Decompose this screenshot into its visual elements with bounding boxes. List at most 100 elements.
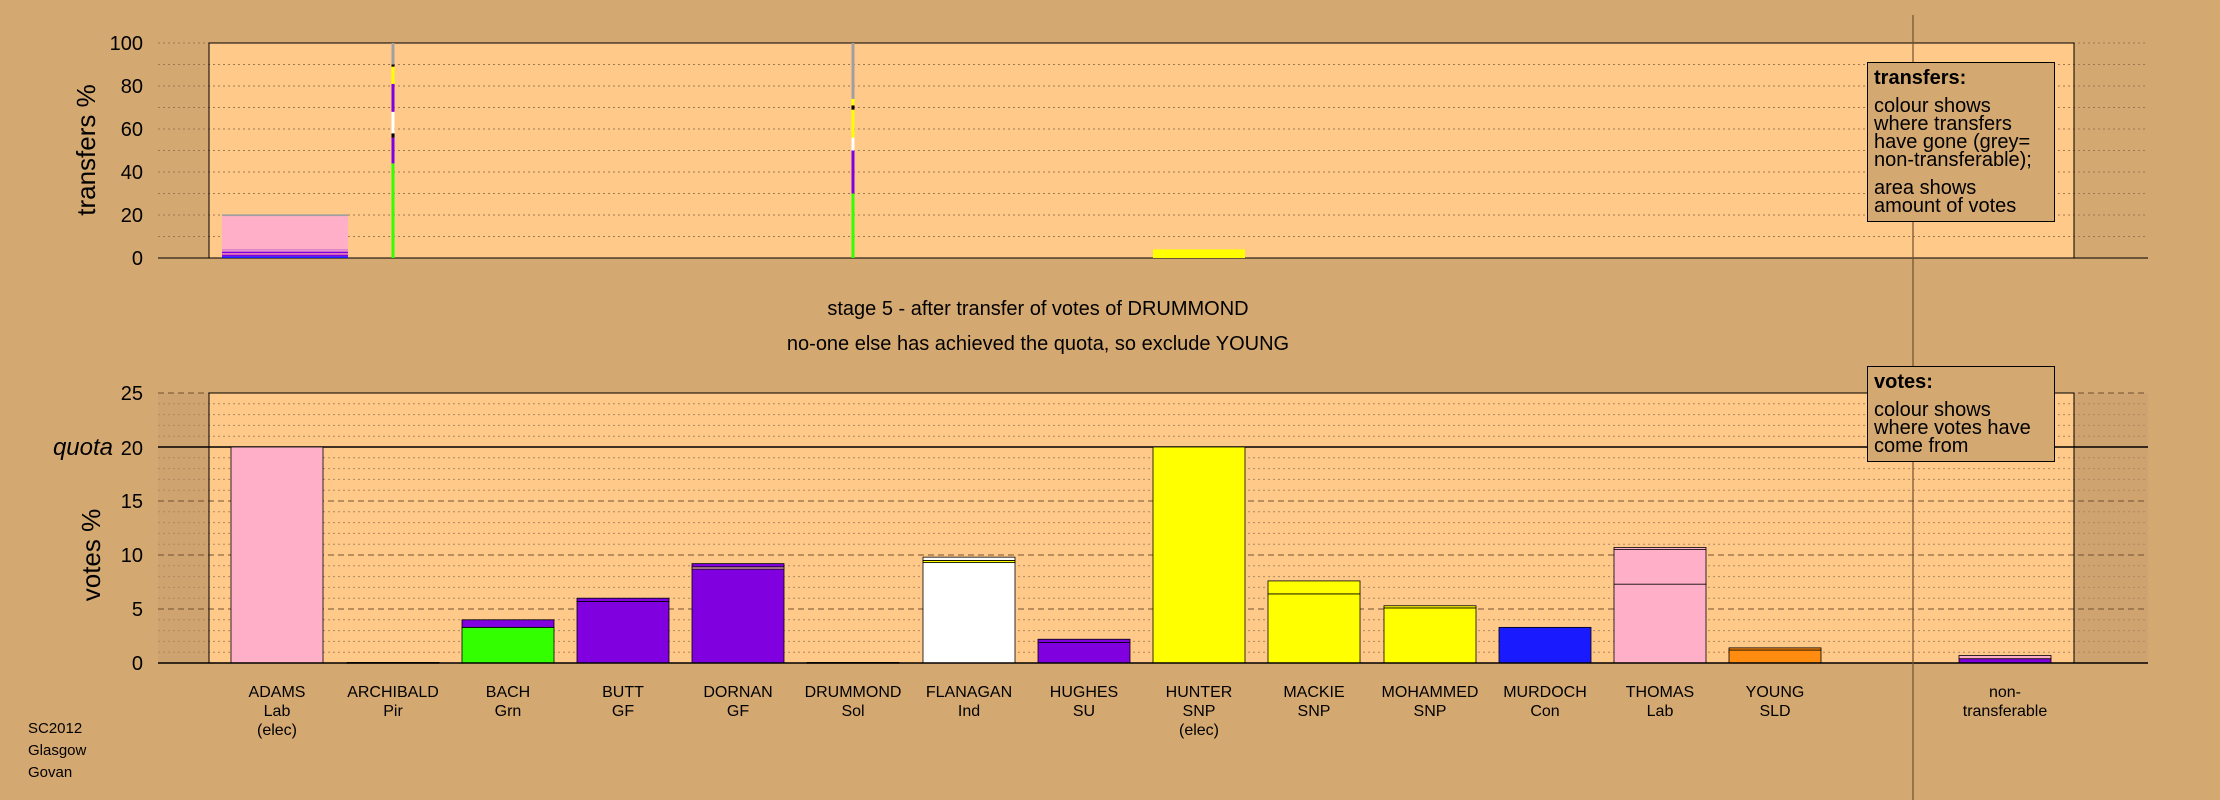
transfer-segment-adams: [222, 254, 348, 257]
vote-segment-hughes: [1037, 642, 1131, 664]
category-label: transferable: [1963, 703, 2048, 720]
transfer-segment-archibald: [391, 163, 395, 258]
votes-axis-label: votes %: [76, 509, 106, 602]
votes-legend: votes: colour shows where votes have com…: [1867, 366, 2055, 462]
vote-segment-bach: [461, 619, 555, 628]
vote-segment-mackie: [1267, 593, 1361, 664]
category-label: Sol: [841, 703, 864, 720]
vote-segment-dornan: [691, 563, 785, 568]
transfer-segment-archibald: [391, 43, 395, 65]
footer-line-3: Govan: [28, 764, 73, 781]
transfer-segment-drummond: [851, 109, 855, 138]
vote-segment-thomas: [1613, 549, 1707, 585]
vote-segment-flanagan: [922, 556, 1016, 561]
transfer-segment-adams: [222, 250, 348, 252]
transfer-segment-adams: [222, 249, 348, 251]
votes-tick-label: 15: [121, 491, 143, 513]
category-label: MURDOCH: [1503, 684, 1587, 701]
transfer-segment-adams: [222, 251, 348, 254]
transfers-tick-label: 100: [110, 33, 143, 55]
category-label: MACKIE: [1283, 684, 1344, 701]
category-label: SNP: [1183, 703, 1216, 720]
category-label: SNP: [1298, 703, 1331, 720]
transfers-axis-label: transfers %: [71, 84, 101, 216]
footer: SC2012 Glasgow Govan: [28, 718, 86, 784]
category-label: SU: [1073, 703, 1095, 720]
exclude-caption: no-one else has achieved the quota, so e…: [786, 333, 1290, 355]
stage-caption: stage 5 - after transfer of votes of DRU…: [827, 298, 1249, 320]
category-label: GF: [727, 703, 749, 720]
category-label: non-: [1989, 684, 2021, 701]
transfer-segment-drummond: [851, 98, 855, 106]
category-label: FLANAGAN: [926, 684, 1012, 701]
vote-segment-murdoch: [1498, 626, 1592, 664]
footer-line-1: SC2012: [28, 720, 83, 737]
category-label: (elec): [257, 722, 297, 739]
vote-segment-non-transferable: [1958, 655, 2052, 660]
votes-tick-label: 5: [132, 599, 143, 621]
vote-segment-young: [1728, 647, 1822, 651]
quota-label: quota: [53, 434, 113, 461]
votes-tick-label: 25: [121, 383, 143, 405]
transfers-tick-label: 20: [121, 205, 143, 227]
transfers-legend-title: transfers:: [1874, 67, 1967, 89]
transfer-segment-adams: [222, 256, 348, 258]
category-label: Grn: [495, 703, 522, 720]
transfer-segment-adams: [222, 216, 348, 250]
votes-right-margin: [2074, 393, 2148, 663]
category-label: GF: [612, 703, 634, 720]
vote-segment-mackie: [1267, 580, 1361, 595]
votes-tick-label: 0: [132, 653, 143, 675]
transfers-legend-line2: area shows amount of votes: [1874, 177, 2017, 217]
transfer-segment-adams: [222, 253, 348, 255]
category-label: (elec): [1179, 722, 1219, 739]
category-label: HUNTER: [1166, 684, 1233, 701]
vote-segment-thomas: [1613, 547, 1707, 551]
vote-segment-flanagan: [922, 562, 1016, 664]
category-label: MOHAMMED: [1382, 684, 1479, 701]
category-label: ADAMS: [249, 684, 306, 701]
category-label: Lab: [1647, 703, 1674, 720]
transfers-tick-label: 80: [121, 76, 143, 98]
category-label: YOUNG: [1746, 684, 1805, 701]
footer-line-2: Glasgow: [28, 742, 87, 759]
category-label: BACH: [486, 684, 530, 701]
category-label: Pir: [383, 703, 403, 720]
vote-segment-bach: [461, 626, 555, 664]
transfer-segment-archibald: [391, 133, 395, 138]
transfers-plot-frame: [208, 42, 2075, 259]
category-label: Ind: [958, 703, 980, 720]
transfer-segment-drummond: [851, 137, 855, 151]
transfer-segment-adams: [222, 214, 348, 217]
transfer-segment-archibald: [391, 111, 395, 134]
vote-segment-dornan: [691, 568, 785, 664]
transfer-segment-hunter: [1153, 249, 1245, 258]
votes-left-margin: [158, 393, 209, 663]
transfer-segment-drummond: [851, 43, 855, 99]
category-label: SNP: [1414, 703, 1447, 720]
category-label: SLD: [1759, 703, 1790, 720]
vote-segment-hughes: [1037, 638, 1131, 643]
transfers-legend-line1: colour shows where transfers have gone (…: [1874, 95, 2032, 171]
transfer-segment-drummond: [851, 105, 855, 110]
vote-segment-mohammed: [1383, 607, 1477, 664]
transfer-segment-archibald: [391, 64, 395, 67]
votes-tick-label: 10: [121, 545, 143, 567]
category-label: BUTT: [602, 684, 644, 701]
category-label: DRUMMOND: [805, 684, 902, 701]
category-label: DORNAN: [703, 684, 772, 701]
transfers-tick-label: 0: [132, 248, 143, 270]
transfer-segment-drummond: [851, 193, 855, 258]
vote-segment-hunter: [1152, 446, 1246, 664]
category-label: Con: [1530, 703, 1559, 720]
transfers-legend: transfers: colour shows where transfers …: [1867, 62, 2055, 222]
category-label: ARCHIBALD: [347, 684, 439, 701]
category-label: Lab: [264, 703, 291, 720]
transfer-segment-archibald: [391, 83, 395, 112]
transfer-segment-drummond: [851, 150, 855, 194]
transfer-segment-archibald: [391, 66, 395, 84]
transfers-tick-label: 60: [121, 119, 143, 141]
vote-segment-adams: [230, 446, 324, 664]
vote-segment-thomas: [1613, 583, 1707, 664]
